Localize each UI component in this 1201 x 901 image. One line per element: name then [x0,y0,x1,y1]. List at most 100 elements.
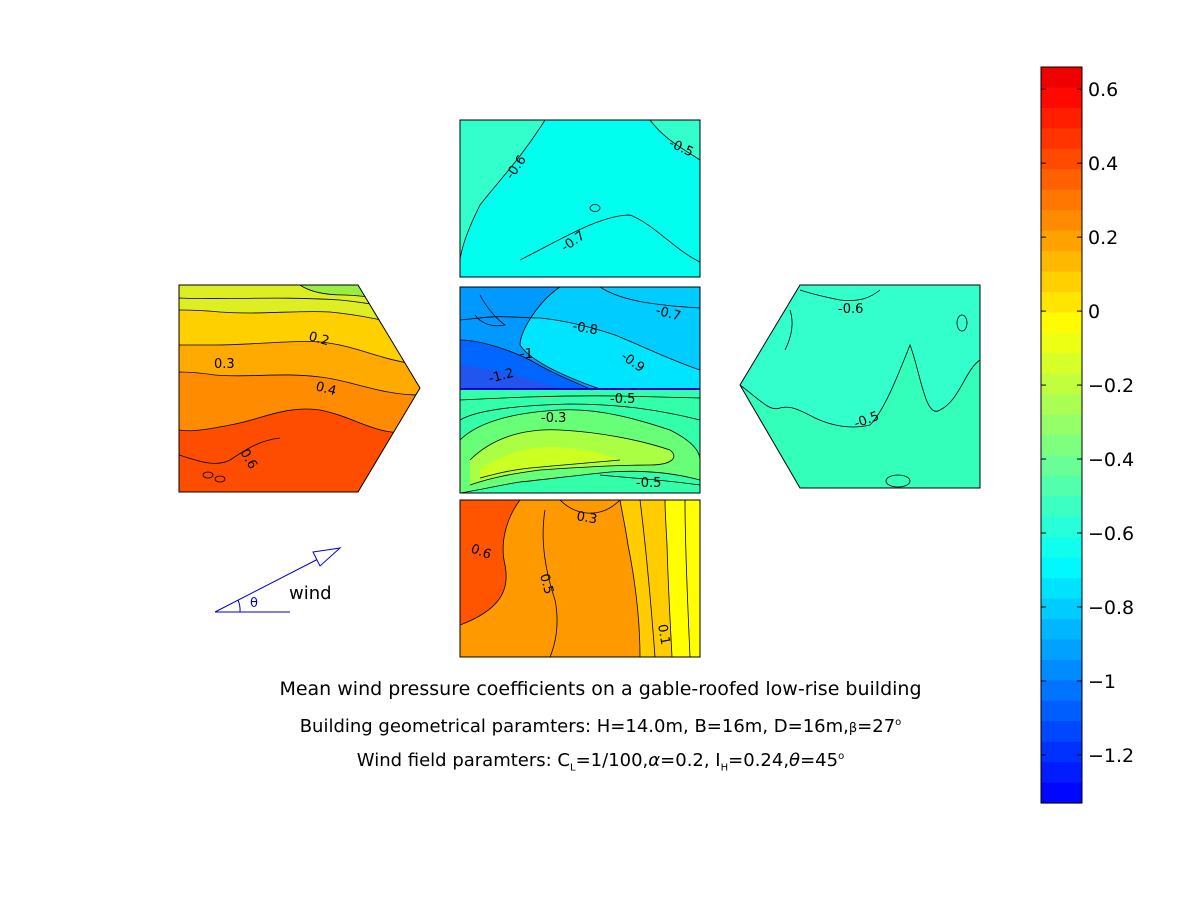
right-wall-contour [956,314,968,332]
wind-arrow-head [312,547,342,567]
colorbar-band [1041,762,1082,784]
roof-lower-contour [469,429,671,461]
roof-upper-contour [599,287,700,309]
top-wall-contour [519,214,700,263]
roof-lower-contour [469,449,675,486]
colorbar-band [1041,741,1082,763]
building-parameters: Building geometrical paramters: H=14.0m,… [299,716,902,737]
top-wall-contour [460,120,546,261]
left-wall-contour [179,408,420,433]
roof-upper-contour [519,287,601,389]
bottom-wall-contour [559,500,621,514]
colorbar-tick-label: 0.4 [1088,153,1118,175]
colorbar-tick-label: 0 [1088,301,1100,323]
colorbar-band [1041,598,1082,620]
contour-label: -0.7 [654,303,682,324]
right-wall-fill-region [740,285,980,428]
wind-field-parameters: Wind field paramters: CL=1/100, α=0.2, I… [356,750,845,774]
colorbar-band [1041,394,1082,416]
contour-label: -1.2 [487,366,515,387]
colorbar-band [1041,475,1082,497]
colorbar-band [1041,373,1082,395]
roof-lower-contour [460,409,700,461]
contour-label: 0.2 [307,329,331,349]
roof-lower-contour [599,474,700,486]
colorbar-frame [1040,66,1083,804]
bottom-wall-frame [459,499,701,658]
left-wall-contour [179,309,420,331]
colorbar-tick-label: −0.6 [1088,523,1134,545]
right-wall-contour [740,343,980,428]
bottom-wall-contour [542,509,558,657]
right-wall-frame [739,284,981,489]
colorbar-tick-label: −0.8 [1088,597,1134,619]
colorbar-band [1041,251,1082,273]
left-wall-contour [202,471,214,479]
bottom-wall-fill-region [665,500,700,657]
colorbar-band [1041,700,1082,722]
colorbar-band [1041,87,1082,109]
bottom-wall-contour [619,500,641,657]
colorbar-tick-label: −1.2 [1088,745,1134,767]
roof-upper-panel: -0.7 -0.8 -0.9 -1 -1.2 [459,286,701,390]
colorbar-band [1041,332,1082,354]
colorbar-band [1041,639,1082,661]
colorbar-band [1041,496,1082,518]
colorbar-band [1041,312,1082,334]
colorbar-band [1041,435,1082,457]
contour-label: -1 [520,347,533,362]
colorbar-band [1041,67,1082,89]
contour-label: 0.3 [575,509,598,527]
right-wall-panel: -0.6 -0.5 [739,284,981,489]
colorbar-tick-label: 0.6 [1088,79,1118,101]
colorbar-band [1041,537,1082,559]
colorbar-band [1041,210,1082,232]
left-wall-contour [179,341,420,366]
roof-lower-contour [479,459,621,479]
contour-label: 0.4 [314,379,338,399]
roof-lower-fill-region [480,446,620,478]
colorbar-band [1041,578,1082,600]
colorbar-band [1041,680,1082,702]
roof-lower-panel: -0.5 -0.3 -0.5 [459,388,701,494]
colorbar-band [1041,353,1082,375]
colorbar-band [1041,189,1082,211]
contour-label: -0.3 [541,411,566,426]
colorbar: 0.6 0.4 0.2 0 −0.2 −0.4 −0.6 −0.8 −1 −1.2 [1040,66,1134,804]
wind-arrow-shaft [214,556,323,613]
colorbar-band [1041,782,1082,804]
bottom-wall-contour [460,500,521,626]
colorbar-band [1041,291,1082,313]
colorbar-band [1041,516,1082,538]
contour-label: -0.8 [571,319,599,338]
colorbar-band [1041,557,1082,579]
contour-label: -0.5 [636,476,661,491]
right-wall-contour [799,289,881,301]
bottom-wall-contour [684,500,691,657]
roof-lower-contour [460,395,700,401]
colorbar-band [1041,169,1082,191]
roof-lower-contour [460,470,700,493]
roof-upper-contour [460,339,591,389]
colorbar-band [1041,619,1082,641]
colorbar-tick-label: −1 [1088,671,1116,693]
roof-upper-contour [460,316,700,371]
colorbar-band [1041,721,1082,743]
colorbar-band [1041,659,1082,681]
contour-label: -0.5 [610,392,635,407]
contour-label: 0.6 [469,542,494,563]
colorbar-band [1041,148,1082,170]
left-wall-panel: 0.2 0.3 0.4 0.6 [178,284,421,493]
right-wall-contour [885,474,911,488]
contour-label: 0.1 [654,623,672,646]
bottom-wall-panel: 0.3 0.6 0.5 0.1 [459,499,701,658]
chart-title: Mean wind pressure coefficients on a gab… [279,678,922,700]
colorbar-band [1041,414,1082,436]
colorbar-tick-label: −0.2 [1088,375,1134,397]
roof-lower-contour [460,403,700,421]
wind-angle-symbol: θ [250,596,258,611]
top-wall-frame [459,119,701,278]
top-wall-fill-region [650,120,700,160]
left-wall-contour [179,371,420,396]
